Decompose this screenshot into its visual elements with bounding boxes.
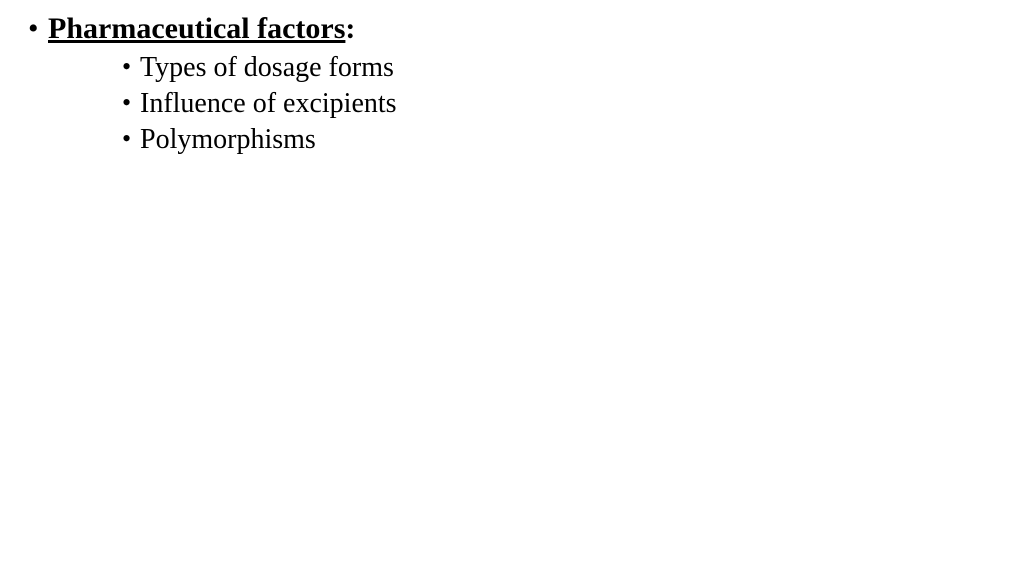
list-item: Types of dosage forms (122, 50, 1024, 86)
heading-text: Pharmaceutical factors (48, 12, 345, 45)
list-item: Polymorphisms (122, 122, 1024, 158)
outer-list: Pharmaceutical factors: Types of dosage … (24, 10, 1024, 159)
slide: Pharmaceutical factors: Types of dosage … (0, 0, 1024, 576)
inner-list: Types of dosage forms Influence of excip… (48, 50, 1024, 159)
heading-item: Pharmaceutical factors: Types of dosage … (24, 10, 1024, 159)
heading-colon: : (345, 12, 355, 45)
list-item: Influence of excipients (122, 86, 1024, 122)
